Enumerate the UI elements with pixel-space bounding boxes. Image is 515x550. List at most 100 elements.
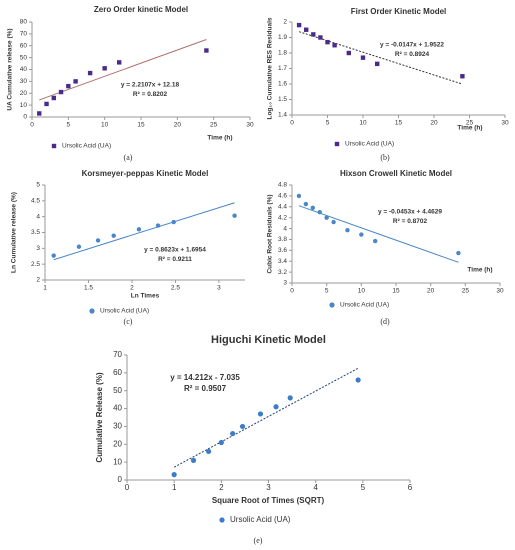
point: [171, 219, 176, 225]
equation: y = -0.0147x + 1.9522: [380, 42, 444, 49]
y-tick-label: 4.8: [278, 182, 287, 189]
point: [355, 377, 361, 383]
point: [111, 233, 116, 238]
point: [232, 213, 237, 218]
trendline: [39, 39, 207, 101]
y-tick-label: 3.6: [278, 247, 287, 254]
y-tick-label: 2: [36, 277, 40, 284]
x-tick-label: 2: [130, 285, 134, 292]
x-tick-label: 20: [430, 120, 438, 127]
point: [324, 215, 329, 220]
legend-marker: [89, 308, 95, 314]
x-tick-label: 2: [219, 483, 224, 492]
x-tick-label: 30: [246, 122, 254, 129]
point: [317, 210, 322, 215]
point: [239, 423, 246, 430]
x-tick-label: 0: [125, 483, 130, 492]
x-tick-label: 20: [427, 288, 435, 295]
legend-label: Ursolic Acid (UA): [62, 143, 111, 150]
equation: R² = 0.9211: [158, 256, 192, 263]
point: [310, 205, 315, 211]
y-tick-label: 4.6: [278, 193, 287, 200]
caption: (b): [380, 153, 390, 162]
y-tick-label: 20: [113, 439, 122, 448]
trendline: [53, 202, 235, 261]
point: [273, 404, 279, 410]
x-tick-label: 25: [466, 120, 474, 127]
x-axis-label: Ln Times: [131, 293, 160, 300]
y-tick-label: 3: [36, 245, 40, 252]
y-tick-label: 2: [283, 19, 287, 26]
y-tick-label: 4: [283, 225, 287, 232]
x-tick-label: 2.5: [171, 285, 180, 292]
point: [257, 411, 264, 417]
y-tick-label: 1.4: [278, 112, 287, 119]
caption: (e): [254, 536, 263, 545]
point: [87, 70, 93, 76]
point: [66, 83, 71, 89]
y-tick-label: 70: [20, 31, 28, 38]
trendline: [298, 31, 463, 85]
point: [218, 439, 224, 446]
point: [51, 253, 56, 258]
point: [318, 35, 323, 40]
chart-title: First Order Kinetic Model: [351, 7, 447, 16]
x-tick-label: 3: [217, 285, 221, 292]
x-tick-label: 10: [358, 288, 366, 295]
x-tick-label: 1: [43, 285, 47, 292]
legend-label: Ursolic Acid (UA): [340, 302, 389, 309]
x-tick-label: 5: [361, 483, 366, 492]
chart-title: Korsmeyer-peppas Kinetic Model: [82, 169, 209, 178]
x-tick-label: 15: [392, 288, 400, 295]
x-tick-label: 5: [326, 120, 330, 127]
y-axis-label: Ln Cumulative release (%): [11, 192, 18, 273]
point: [304, 27, 309, 32]
equation: y = 2.2107x + 12.18: [121, 82, 180, 89]
point: [346, 50, 351, 56]
y-tick-label: 1.6: [278, 81, 287, 88]
y-tick-label: 50: [20, 54, 28, 61]
x-tick-label: 4: [313, 483, 318, 492]
caption: (c): [124, 317, 133, 326]
point: [460, 74, 465, 79]
point: [190, 457, 197, 463]
legend-marker: [219, 517, 225, 523]
point: [331, 219, 336, 225]
equation: y = 0.8623x + 1.6954: [144, 247, 206, 254]
x-tick-label: 25: [210, 122, 218, 129]
legend-label: Ursolic Acid (UA): [345, 141, 394, 148]
point: [58, 89, 64, 95]
y-tick-label: 3.4: [278, 258, 287, 265]
x-tick-label: 3: [266, 483, 271, 492]
point: [44, 101, 49, 107]
y-tick-label: 3.5: [31, 229, 40, 236]
x-tick-label: 6: [408, 483, 413, 492]
x-tick-label: 0: [290, 288, 294, 295]
chart-title: Zero Order kinetic Model: [94, 5, 188, 14]
point: [204, 48, 209, 53]
point: [76, 244, 82, 249]
point: [325, 39, 330, 45]
y-tick-label: 1.8: [278, 50, 287, 57]
legend-marker: [329, 302, 335, 308]
point: [95, 238, 101, 243]
chart-title: Hixson Crowell Kinetic Model: [340, 169, 452, 178]
point: [230, 430, 236, 437]
x-axis-label: Square Root of Times (SQRT): [212, 496, 325, 505]
equation: R² = 0.8924: [395, 51, 430, 58]
y-tick-label: 30: [20, 78, 28, 85]
y-tick-label: 40: [113, 404, 122, 413]
y-tick-label: 4.4: [278, 203, 287, 210]
y-tick-label: 80: [20, 19, 28, 26]
x-tick-label: 30: [501, 120, 509, 127]
point: [332, 43, 337, 48]
y-axis-label: Log₁₀ Cumulative RES Residuals: [267, 17, 274, 119]
y-tick-label: 1.7: [278, 65, 287, 72]
point: [456, 250, 461, 256]
x-tick-label: 15: [395, 120, 403, 127]
y-tick-label: 70: [113, 350, 122, 359]
point: [296, 193, 302, 199]
equation: y = -0.0453x + 4.4629: [378, 209, 442, 216]
y-tick-label: 5: [36, 182, 40, 189]
y-tick-label: 60: [20, 42, 28, 49]
